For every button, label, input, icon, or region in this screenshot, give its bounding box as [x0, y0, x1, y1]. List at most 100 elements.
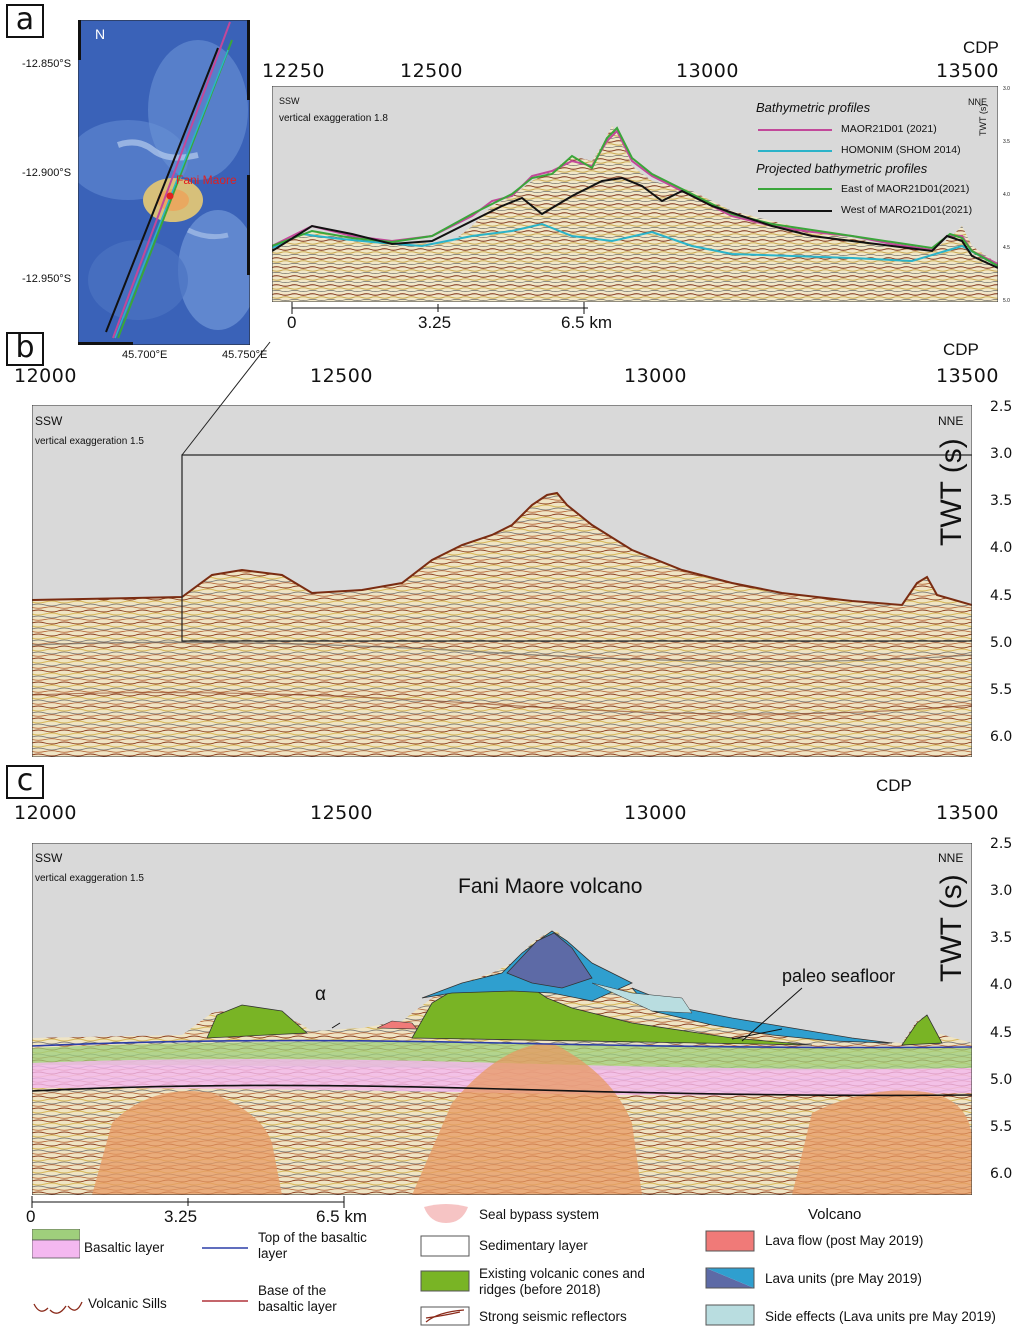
panel-b-cdp-tick-2: 12500 — [310, 365, 373, 387]
panel-b-twt-tick-8: 6.0 — [990, 729, 1013, 745]
panel-c-km-scale — [31, 1196, 345, 1208]
panel-c-twt-label: TWT (s) — [935, 874, 968, 982]
panel-a-left-direction: SSW — [279, 96, 300, 106]
panel-c-title: Fani Maore volcano — [458, 875, 643, 898]
existing-cones-label: Existing volcanic cones and ridges (befo… — [479, 1266, 645, 1297]
panel-c-twt-tick-8: 6.0 — [990, 1166, 1013, 1182]
strong-reflectors-swatch — [420, 1306, 470, 1326]
panel-a-twt-label: TWT (s) — [978, 103, 988, 136]
panel-a-km-tick-3: 6.5 km — [561, 313, 613, 332]
existing-cones-swatch — [420, 1270, 470, 1292]
lava-units-label: Lava units (pre May 2019) — [765, 1271, 922, 1286]
panel-a-legend-item-4: West of MARO21D01(2021) — [841, 204, 973, 216]
panel-c-km-tick-1: 0 — [26, 1207, 36, 1226]
panel-c-cdp-tick-1: 12000 — [14, 802, 77, 824]
panel-a-cdp-title: CDP — [963, 38, 999, 57]
panel-b-twt-tick-2: 3.0 — [990, 446, 1013, 462]
zoom-connector-line — [181, 341, 271, 456]
base-basaltic-swatch — [202, 1300, 248, 1302]
panel-a-legend-item-1: MAOR21D01 (2021) — [841, 123, 937, 135]
panel-b-cdp-tick-1: 12000 — [14, 365, 77, 387]
panel-c-twt-tick-5: 4.5 — [990, 1025, 1013, 1041]
panel-b-twt-tick-6: 5.0 — [990, 635, 1013, 651]
panel-b-seismic-section — [32, 405, 972, 757]
panel-a-km-tick-1: 0 — [287, 313, 297, 332]
panel-b-right-direction: NNE — [938, 414, 964, 428]
panel-a-right-direction: NNE — [968, 97, 988, 107]
volcanic-sills-label: Volcanic Sills — [88, 1296, 167, 1311]
panel-a-label: a — [6, 4, 44, 38]
panel-a-cdp-tick-1: 12250 — [262, 60, 325, 82]
top-basaltic-swatch — [202, 1247, 248, 1249]
side-effects-swatch — [705, 1304, 755, 1326]
panel-b-twt-tick-1: 2.5 — [990, 399, 1013, 415]
panel-c-interpreted-section — [32, 843, 972, 1195]
panel-c-km-tick-3: 6.5 km — [316, 1207, 368, 1226]
map-lat-label-1: -12.850°S — [22, 58, 72, 70]
panel-b-twt-tick-5: 4.5 — [990, 588, 1013, 604]
panel-a-legend-item-3: East of MAOR21D01(2021) — [841, 183, 970, 195]
panel-a-km-tick-2: 3.25 — [418, 313, 452, 332]
panel-c-left-direction: SSW — [35, 851, 63, 865]
strong-reflectors-label: Strong seismic reflectors — [479, 1309, 627, 1324]
panel-a-twt-tick-4: 4.5 — [1003, 245, 1010, 251]
panel-b-exaggeration: vertical exaggeration 1.5 — [35, 436, 144, 447]
panel-a-cdp-tick-2: 12500 — [400, 60, 463, 82]
sedimentary-swatch — [420, 1235, 470, 1257]
lava-flow-swatch — [705, 1230, 755, 1252]
panel-b-twt-tick-3: 3.5 — [990, 493, 1013, 509]
map-lon-label-2: 45.750°E — [222, 349, 268, 361]
panel-c-alpha-label: α — [315, 984, 326, 1005]
volcano-legend-title: Volcano — [808, 1206, 862, 1223]
panel-b-cdp-tick-3: 13000 — [624, 365, 687, 387]
seal-bypass-swatch — [424, 1204, 468, 1223]
basaltic-layer-swatch — [32, 1229, 80, 1259]
panel-c-twt-tick-3: 3.5 — [990, 930, 1013, 946]
panel-a-km-scale — [291, 302, 588, 314]
panel-c-exaggeration: vertical exaggeration 1.5 — [35, 873, 144, 884]
panel-c-km-tick-2: 3.25 — [164, 1207, 198, 1226]
panel-a-legend-swatches — [758, 129, 832, 212]
lava-units-swatch — [705, 1267, 755, 1289]
location-map — [78, 20, 250, 345]
panel-b-label: b — [6, 332, 44, 366]
panel-b-twt-tick-4: 4.0 — [990, 540, 1013, 556]
panel-b-left-direction: SSW — [35, 414, 63, 428]
map-lat-label-2: -12.900°S — [22, 167, 72, 179]
panel-a-legend-item-2: HOMONIM (SHOM 2014) — [841, 144, 961, 156]
panel-c-twt-tick-7: 5.5 — [990, 1119, 1013, 1135]
seal-bypass-label: Seal bypass system — [479, 1207, 600, 1222]
panel-a-twt-tick-5: 5.0 — [1003, 298, 1010, 304]
panel-a-cdp-tick-3: 13000 — [676, 60, 739, 82]
panel-c-cdp-tick-2: 12500 — [310, 802, 373, 824]
map-north-label: N — [95, 26, 106, 42]
panel-c-twt-tick-4: 4.0 — [990, 977, 1013, 993]
panel-a-legend-group-2: Projected bathymetric profiles — [756, 161, 928, 176]
map-lat-label-3: -12.950°S — [22, 273, 72, 285]
panel-a-seismic-profile — [272, 86, 998, 302]
panel-c-twt-tick-6: 5.0 — [990, 1072, 1013, 1088]
basaltic-layer-label: Basaltic layer — [84, 1240, 165, 1255]
panel-c-cdp-title: CDP — [876, 776, 912, 795]
panel-b-cdp-tick-4: 13500 — [936, 365, 999, 387]
panel-a-twt-tick-2: 3.5 — [1003, 139, 1010, 145]
lava-flow-label: Lava flow (post May 2019) — [765, 1233, 924, 1248]
map-lon-label-1: 45.700°E — [122, 349, 168, 361]
panel-a-cdp-tick-4: 13500 — [936, 60, 999, 82]
panel-c-paleo-label: paleo seafloor — [782, 966, 896, 986]
sedimentary-label: Sedimentary layer — [479, 1238, 588, 1253]
volcanic-sills-swatch — [33, 1301, 83, 1314]
panel-c-label: c — [6, 765, 44, 799]
base-basaltic-label: Base of the basaltic layer — [258, 1283, 337, 1314]
panel-b-cdp-title: CDP — [943, 340, 979, 359]
top-basaltic-label: Top of the basaltic layer — [258, 1230, 367, 1261]
panel-b-twt-label: TWT (s) — [935, 438, 968, 546]
panel-a-legend-group-1: Bathymetric profiles — [756, 100, 871, 115]
panel-c-cdp-tick-3: 13000 — [624, 802, 687, 824]
panel-a-twt-tick-3: 4.0 — [1003, 192, 1010, 198]
panel-a-twt-tick-1: 3.0 — [1003, 86, 1010, 92]
panel-c-twt-tick-2: 3.0 — [990, 883, 1013, 899]
map-site-label: Fani Maore — [176, 173, 237, 187]
panel-c-twt-tick-1: 2.5 — [990, 836, 1013, 852]
panel-c-cdp-tick-4: 13500 — [936, 802, 999, 824]
